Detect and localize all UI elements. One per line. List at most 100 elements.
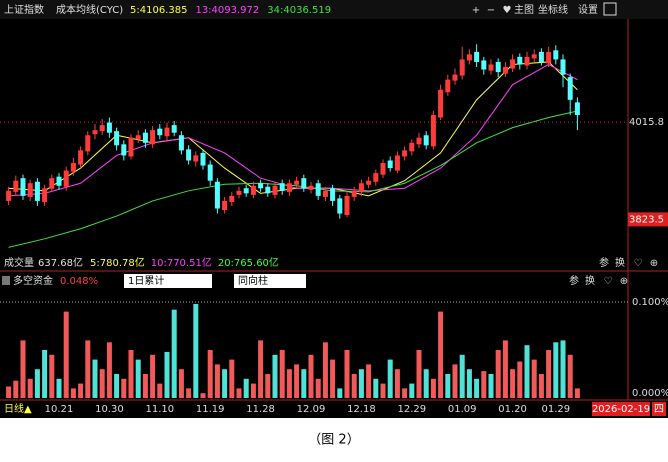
bar — [6, 386, 12, 398]
x-tick-label: 10.21 — [45, 404, 74, 415]
toolbar-item[interactable]: − — [487, 5, 495, 16]
panel-tool[interactable]: 换 — [615, 256, 625, 269]
bar — [438, 311, 444, 398]
bar — [366, 364, 372, 398]
bar — [222, 369, 228, 398]
bar — [13, 380, 19, 398]
bar — [459, 354, 465, 398]
candle-body — [495, 61, 501, 73]
bar — [279, 350, 285, 398]
toolbar-item[interactable]: 坐标线 — [538, 3, 568, 16]
toolbar-item[interactable]: ♥ — [503, 5, 512, 16]
panel-tool[interactable]: 参 — [599, 256, 609, 269]
candle-body — [481, 60, 487, 70]
panel-tool[interactable]: ⊕ — [650, 258, 658, 269]
panel-tool[interactable]: ♡ — [634, 258, 643, 269]
candle-body — [502, 67, 508, 74]
candle-body — [351, 190, 357, 197]
candle-body — [474, 51, 480, 62]
candle-body — [373, 173, 379, 182]
candle-body — [85, 135, 91, 152]
bar — [481, 371, 487, 398]
candle-body — [423, 135, 429, 146]
bar — [308, 354, 314, 398]
candle-body — [560, 59, 566, 75]
bar — [56, 378, 62, 398]
bar — [250, 383, 256, 398]
toolbar-item[interactable]: + — [472, 5, 480, 16]
x-tick-label: 11.19 — [196, 404, 225, 415]
y-tick-label: 0.000% — [632, 388, 668, 399]
panel-tool[interactable]: ⊕ — [620, 276, 628, 287]
candle-body — [416, 137, 422, 145]
bar — [200, 393, 206, 398]
bar — [322, 342, 328, 398]
bar — [106, 342, 112, 398]
dropdown-text[interactable]: 1日累计 — [128, 274, 164, 287]
candle-body — [452, 74, 458, 81]
candle-body — [193, 155, 199, 162]
bar — [49, 354, 55, 398]
candle-body — [258, 183, 264, 189]
candle-body — [49, 178, 55, 189]
y-tick-label: 0.100% — [632, 297, 668, 308]
candle-body — [380, 163, 386, 175]
bar — [128, 350, 134, 398]
bar — [452, 364, 458, 398]
bar — [402, 388, 408, 398]
bar — [265, 374, 271, 398]
bar — [114, 374, 120, 398]
bar — [301, 369, 307, 398]
weekday-box — [652, 402, 666, 416]
dropdown-text[interactable]: 同向柱 — [238, 274, 268, 287]
bar — [574, 388, 580, 398]
bar — [337, 388, 343, 398]
toolbar-box[interactable] — [603, 2, 617, 16]
dropdown[interactable] — [124, 274, 212, 288]
panel-tool[interactable]: 参 — [569, 274, 579, 287]
bar — [286, 369, 292, 398]
bar — [78, 383, 84, 398]
toolbar-item[interactable]: 设置 — [578, 4, 598, 16]
candle-body — [358, 183, 364, 192]
candle-body — [286, 183, 292, 192]
x-tick-label: 10.30 — [95, 404, 124, 415]
bar — [553, 342, 559, 398]
bar — [99, 369, 105, 398]
panel-tool[interactable]: ♡ — [604, 276, 613, 287]
candle-body — [200, 152, 206, 166]
volume-average: 20:765.60亿 — [218, 256, 279, 269]
bar — [409, 383, 415, 398]
x-tick-label: 12.18 — [347, 404, 376, 415]
candle-body — [409, 142, 415, 152]
bar — [236, 388, 242, 398]
candle-body — [510, 59, 516, 69]
candle-body — [70, 163, 76, 172]
x-tick-label: 01.20 — [498, 404, 527, 415]
indicator-title: 多空资金 — [13, 274, 53, 287]
bar — [171, 309, 177, 398]
x-tick-label: 01.29 — [541, 404, 570, 415]
candle-body — [121, 144, 127, 156]
volume-value: 637.68亿 — [38, 256, 83, 269]
panel-tool[interactable]: 换 — [585, 274, 595, 287]
bar — [63, 311, 69, 398]
candle-body — [315, 183, 321, 196]
bar — [474, 378, 480, 398]
volume-average: 10:770.51亿 — [151, 256, 212, 269]
candle-body — [265, 186, 271, 194]
period[interactable]: 日线▲ — [4, 402, 32, 415]
bar — [121, 378, 127, 398]
candle-body — [517, 56, 523, 65]
bar — [423, 369, 429, 398]
bar — [502, 340, 508, 398]
candle-body — [157, 128, 163, 136]
candle-body — [164, 127, 170, 137]
bar — [560, 340, 566, 398]
candle-body — [13, 180, 19, 192]
bar — [42, 350, 48, 398]
toolbar-item[interactable]: 主图 — [514, 4, 534, 16]
dropdown[interactable] — [234, 274, 306, 288]
x-tick-label: 01.09 — [448, 404, 477, 415]
